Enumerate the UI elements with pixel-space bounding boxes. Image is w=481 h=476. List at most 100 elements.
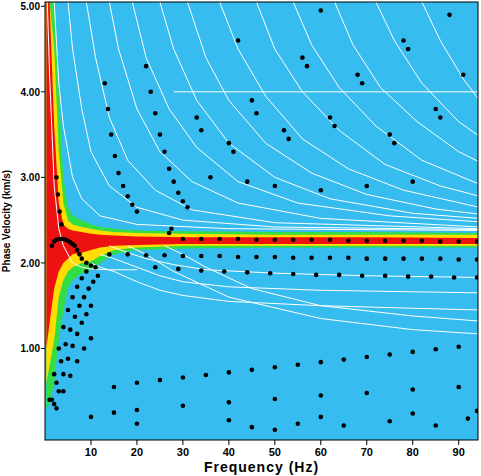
y-tick-label: 1.00 bbox=[21, 343, 41, 354]
picked-point bbox=[461, 72, 466, 77]
picked-point bbox=[346, 238, 351, 243]
x-tick bbox=[90, 440, 91, 445]
dispersion-curve bbox=[109, 246, 478, 278]
picked-point bbox=[167, 231, 172, 236]
dispersion-curve bbox=[174, 91, 478, 92]
picked-point bbox=[112, 385, 117, 390]
picked-point bbox=[56, 389, 61, 394]
picked-point bbox=[337, 273, 342, 278]
picked-point bbox=[291, 238, 296, 243]
picked-point bbox=[135, 380, 140, 385]
dispersion-curve bbox=[47, 2, 137, 270]
energy-band bbox=[46, 2, 478, 348]
picked-point bbox=[144, 64, 149, 69]
picked-point bbox=[89, 303, 94, 308]
picked-point bbox=[89, 263, 94, 268]
picked-point bbox=[328, 255, 333, 260]
picked-point bbox=[217, 237, 222, 242]
picked-point bbox=[59, 359, 64, 364]
dispersion-curve bbox=[256, 2, 478, 196]
picked-point bbox=[452, 275, 457, 280]
y-tick bbox=[41, 91, 45, 92]
x-tick bbox=[458, 440, 459, 445]
y-tick bbox=[41, 6, 45, 7]
picked-point bbox=[52, 402, 57, 407]
picked-point bbox=[456, 344, 461, 349]
picked-point bbox=[135, 209, 140, 214]
picked-point bbox=[364, 256, 369, 261]
picked-point bbox=[158, 132, 163, 137]
picked-point bbox=[433, 423, 438, 428]
picked-point bbox=[392, 141, 397, 146]
picked-point bbox=[300, 55, 305, 60]
picked-point bbox=[153, 265, 158, 270]
picked-point bbox=[433, 107, 438, 112]
picked-point bbox=[282, 128, 287, 133]
picked-point bbox=[73, 244, 78, 249]
picked-point bbox=[91, 279, 96, 284]
picked-point bbox=[54, 175, 59, 180]
picked-point bbox=[54, 380, 59, 385]
picked-point bbox=[273, 255, 278, 260]
picked-point bbox=[236, 237, 241, 242]
y-tick-label: 2.00 bbox=[21, 258, 41, 269]
picked-point bbox=[360, 273, 365, 278]
x-tick bbox=[228, 440, 229, 445]
picked-point bbox=[63, 342, 68, 347]
x-tick-label: 70 bbox=[361, 446, 373, 458]
picked-point bbox=[332, 124, 337, 129]
dispersion-curve bbox=[132, 2, 478, 222]
picked-point bbox=[254, 238, 259, 243]
picked-point bbox=[438, 239, 443, 244]
picked-point bbox=[181, 375, 186, 380]
picked-point bbox=[456, 385, 461, 390]
x-tick bbox=[274, 440, 275, 445]
picked-point bbox=[318, 188, 323, 193]
picked-point bbox=[227, 400, 232, 405]
picked-point bbox=[89, 336, 94, 341]
picked-point bbox=[125, 194, 130, 199]
picked-point bbox=[73, 315, 78, 320]
picked-point bbox=[401, 256, 406, 261]
picked-point bbox=[130, 202, 135, 207]
picked-point bbox=[162, 253, 167, 258]
picked-point bbox=[410, 350, 415, 355]
picked-point bbox=[364, 391, 369, 396]
picked-point bbox=[125, 252, 130, 257]
picked-point bbox=[70, 344, 75, 349]
dispersion-curve bbox=[376, 2, 478, 136]
picked-point bbox=[56, 192, 61, 197]
picked-point bbox=[169, 226, 174, 231]
y-tick bbox=[41, 348, 45, 349]
energy-band bbox=[46, 2, 478, 383]
picked-point bbox=[420, 238, 425, 243]
picked-point bbox=[438, 115, 443, 120]
picked-point bbox=[383, 238, 388, 243]
picked-point bbox=[466, 416, 471, 421]
picked-point bbox=[346, 255, 351, 260]
dispersion-curve bbox=[68, 2, 478, 230]
dispersion-curve bbox=[293, 2, 478, 184]
picked-point bbox=[93, 265, 98, 270]
picked-point bbox=[181, 237, 186, 242]
picked-point bbox=[57, 209, 62, 214]
picked-point bbox=[328, 238, 333, 243]
picked-point bbox=[86, 286, 91, 291]
x-tick-label: 10 bbox=[85, 446, 97, 458]
x-tick-label: 90 bbox=[453, 446, 465, 458]
picked-point bbox=[121, 184, 126, 189]
picked-point bbox=[433, 347, 438, 352]
picked-point bbox=[181, 254, 186, 259]
picked-point bbox=[135, 421, 140, 426]
picked-point bbox=[291, 255, 296, 260]
picked-point bbox=[222, 269, 227, 274]
picked-point bbox=[68, 327, 73, 332]
picked-point bbox=[75, 332, 80, 337]
picked-point bbox=[109, 132, 114, 137]
picked-point bbox=[250, 425, 255, 430]
picked-point bbox=[387, 132, 392, 137]
picked-point bbox=[102, 81, 107, 86]
picked-point bbox=[236, 255, 241, 260]
picked-point bbox=[77, 252, 82, 257]
picked-point bbox=[59, 222, 64, 227]
